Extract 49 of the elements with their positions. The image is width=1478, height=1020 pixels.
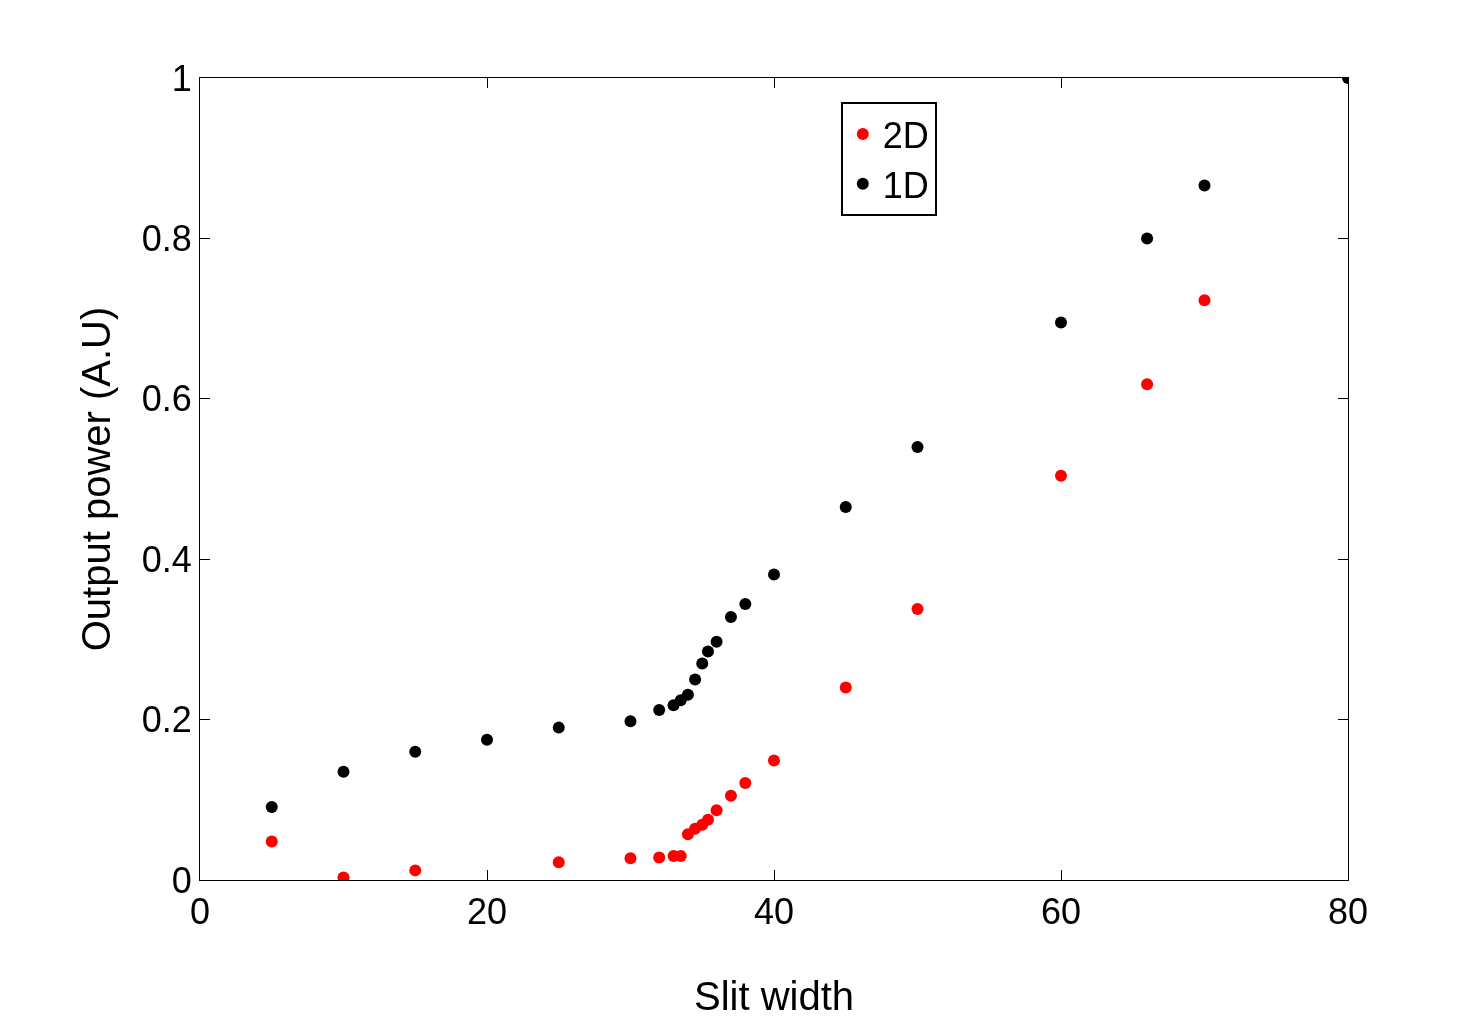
legend-label: 2D bbox=[882, 115, 929, 156]
point bbox=[839, 681, 852, 694]
legend-label: 1D bbox=[882, 164, 929, 206]
point bbox=[710, 635, 723, 648]
point bbox=[1198, 294, 1211, 307]
point bbox=[1055, 469, 1067, 482]
point bbox=[337, 765, 350, 778]
point bbox=[1141, 378, 1154, 391]
point bbox=[653, 703, 666, 716]
x-tick-label: 60 bbox=[1040, 891, 1082, 933]
point bbox=[481, 733, 493, 746]
point bbox=[702, 645, 714, 658]
x-axis-title: Slit width bbox=[693, 974, 855, 1018]
point bbox=[653, 851, 666, 864]
point bbox=[409, 864, 422, 877]
point bbox=[624, 715, 637, 728]
point bbox=[1141, 232, 1154, 245]
point bbox=[710, 804, 723, 817]
x-tick-label: 40 bbox=[753, 891, 795, 933]
point bbox=[696, 657, 709, 670]
point bbox=[724, 610, 737, 623]
point bbox=[911, 602, 924, 615]
point bbox=[768, 568, 780, 581]
point bbox=[739, 776, 752, 789]
y-tick-label: 0 bbox=[171, 859, 192, 901]
y-tick-label: 0.8 bbox=[141, 218, 192, 259]
x-tick-label: 20 bbox=[466, 891, 508, 933]
point bbox=[409, 745, 422, 758]
y-tick-label: 0.2 bbox=[141, 699, 192, 741]
point bbox=[724, 789, 737, 802]
point bbox=[552, 721, 565, 734]
point bbox=[681, 688, 694, 701]
y-tick-label: 0.6 bbox=[141, 378, 192, 420]
y-tick-label: 0.4 bbox=[141, 538, 192, 580]
point bbox=[1198, 179, 1211, 192]
point bbox=[839, 501, 852, 514]
y-axis-title: Output power (A.U) bbox=[74, 306, 118, 652]
y-tick-label: 1 bbox=[171, 57, 192, 99]
point bbox=[689, 673, 702, 686]
x-tick-label: 80 bbox=[1327, 891, 1369, 933]
point bbox=[911, 440, 924, 453]
point bbox=[552, 856, 565, 869]
point bbox=[624, 852, 637, 865]
point bbox=[1055, 316, 1067, 329]
point bbox=[265, 801, 278, 814]
point bbox=[702, 813, 714, 826]
point bbox=[768, 754, 780, 767]
point bbox=[739, 598, 752, 611]
point bbox=[265, 835, 278, 848]
